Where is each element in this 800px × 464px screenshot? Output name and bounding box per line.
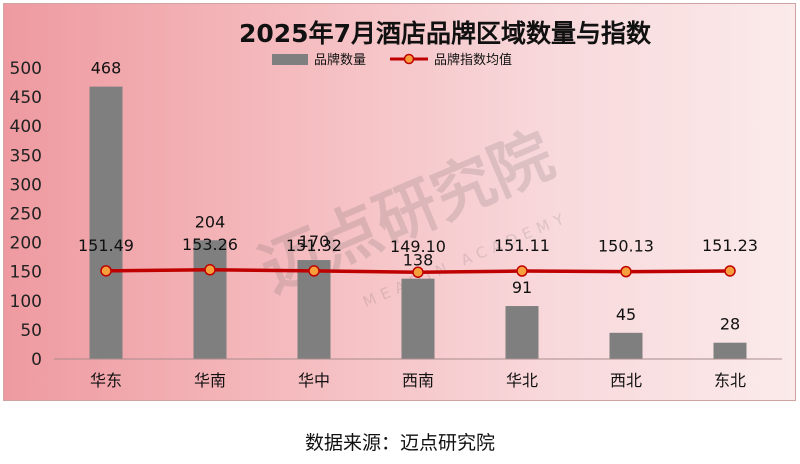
y-tick-label: 50 [20, 321, 42, 341]
bar-labels: 468 204 170 138 91 45 28 [91, 59, 740, 334]
index-point [412, 266, 424, 278]
legend-line-label: 品牌指数均值 [434, 52, 512, 68]
index-value-label: 151.32 [286, 236, 342, 255]
bar-value-label: 170 [299, 232, 330, 251]
bars [89, 86, 747, 360]
x-tick-label: 华北 [506, 371, 538, 390]
x-tick-label: 华中 [298, 371, 330, 390]
y-tick-label: 250 [10, 205, 42, 225]
y-tick-label: 200 [10, 234, 42, 254]
bar-value-label: 91 [512, 278, 532, 297]
x-tick-label: 东北 [714, 371, 746, 390]
bar [89, 86, 123, 360]
index-value-label: 151.23 [702, 236, 758, 255]
bar-value-label: 28 [720, 315, 740, 334]
index-value-label: 151.11 [494, 236, 550, 255]
bar-value-label: 204 [195, 212, 226, 231]
bar-value-label: 468 [91, 59, 122, 78]
bar [609, 332, 643, 359]
bar-value-label: 138 [403, 251, 434, 270]
index-point [100, 265, 112, 277]
source-note: 数据来源：迈点研究院 [304, 432, 495, 454]
x-axis: 华东 华南 华中 西南 华北 西北 东北 [54, 358, 782, 390]
bar [505, 306, 539, 359]
index-point [620, 265, 632, 278]
index-point [516, 265, 528, 277]
index-point [724, 265, 736, 277]
y-tick-label: 350 [10, 146, 42, 166]
index-point [204, 264, 216, 276]
bar [713, 342, 747, 359]
bar-value-label: 45 [616, 305, 636, 324]
y-tick-label: 300 [10, 175, 42, 195]
x-tick-label: 西南 [402, 371, 434, 390]
y-tick-label: 0 [31, 350, 42, 370]
legend-bar-label: 品牌数量 [314, 52, 366, 68]
bar [401, 278, 435, 359]
legend: 品牌数量 品牌指数均值 [272, 52, 512, 68]
bar [193, 240, 227, 359]
index-value-label: 153.26 [182, 235, 238, 254]
legend-line-marker [403, 53, 415, 65]
x-tick-label: 西北 [610, 371, 642, 390]
legend-bar-swatch [272, 54, 308, 65]
y-tick-label: 400 [10, 117, 42, 137]
y-tick-label: 450 [10, 88, 42, 108]
index-line: 151.49 153.26 151.32 149.10 151.11 150.13 151.… [78, 235, 758, 278]
x-tick-label: 华东 [90, 371, 122, 390]
y-tick-label: 150 [10, 263, 42, 283]
y-axis: 0 50 100 150 200 250 300 350 400 450 500 [10, 59, 42, 370]
x-tick-label: 华南 [194, 371, 226, 390]
chart-title: 2025年7月酒店品牌区域数量与指数 [239, 19, 652, 48]
y-tick-label: 500 [10, 59, 42, 79]
index-point [308, 265, 320, 277]
index-value-label: 149.10 [390, 237, 446, 256]
index-value-label: 150.13 [598, 237, 654, 256]
chart-frame [3, 3, 796, 401]
index-value-label: 151.49 [78, 236, 134, 255]
y-tick-label: 100 [10, 292, 42, 312]
